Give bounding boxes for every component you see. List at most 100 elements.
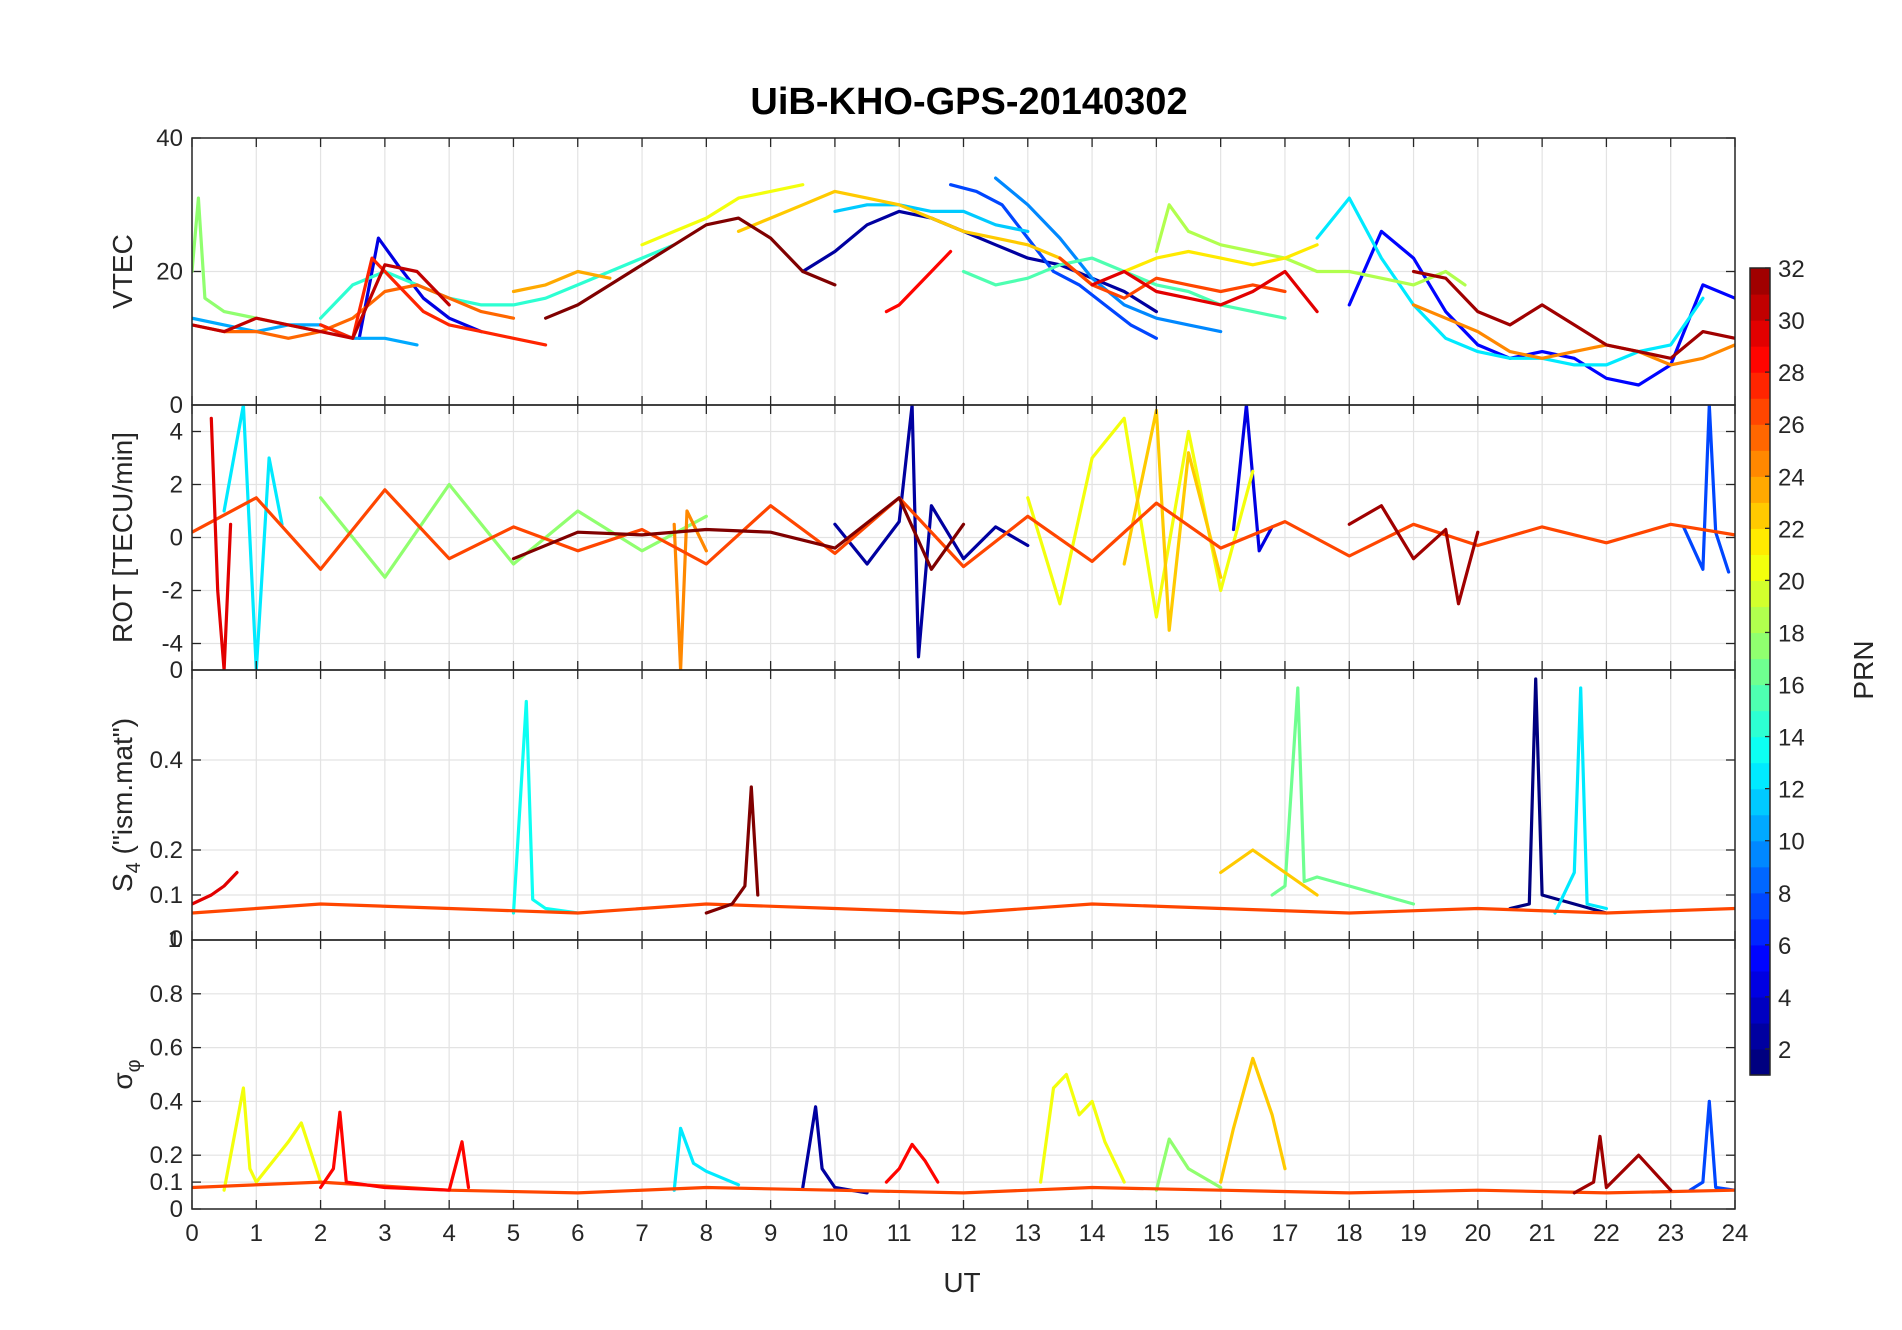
series-line-prn-31 bbox=[1572, 1134, 1673, 1195]
series-line-prn-24 bbox=[1411, 303, 1735, 367]
x-tick-label: 23 bbox=[1657, 1220, 1684, 1247]
series-line-prn-26 bbox=[1058, 256, 1287, 300]
colorbar-tick-label: 20 bbox=[1778, 568, 1805, 595]
series-line-prn-10 bbox=[192, 316, 419, 347]
colorbar-tick-label: 16 bbox=[1778, 673, 1805, 700]
colorbar-segment bbox=[1750, 736, 1770, 764]
colorbar-segment bbox=[1750, 268, 1770, 295]
series-group bbox=[192, 176, 1735, 387]
series-line-prn-11 bbox=[833, 203, 1030, 233]
series-line-prn-32 bbox=[511, 496, 966, 571]
colorbar-segment bbox=[1750, 398, 1770, 425]
colorbar-segment bbox=[1750, 866, 1770, 894]
colorbar-segment bbox=[1750, 1048, 1770, 1076]
series-line-prn-32 bbox=[543, 216, 837, 320]
series-line-prn-28 bbox=[319, 1110, 471, 1192]
series-line-prn-29 bbox=[1090, 269, 1319, 314]
colorbar-segment bbox=[1750, 944, 1770, 972]
x-tick-label: 18 bbox=[1336, 1220, 1363, 1247]
y-tick-label: 0.1 bbox=[150, 882, 183, 909]
panel-sigma-phi: 00.10.2 0.4 0.6 0.8 σφ bbox=[107, 939, 1736, 1223]
x-tick-label: 14 bbox=[1079, 1220, 1106, 1247]
x-tick-label: 12 bbox=[950, 1220, 977, 1247]
colorbar-segment bbox=[1750, 710, 1770, 738]
y-tick-label-boundary: 1 bbox=[168, 926, 181, 953]
series-line-prn-13 bbox=[511, 699, 580, 915]
y-axis-label-s4: S4 ("ism.mat") bbox=[107, 718, 145, 892]
colorbar-tick-label: 26 bbox=[1778, 412, 1805, 439]
series-line-prn-2 bbox=[801, 209, 1159, 314]
x-tick-label: 13 bbox=[1014, 1220, 1041, 1247]
series-group bbox=[192, 1056, 1735, 1195]
series-line-prn-32 bbox=[704, 785, 760, 915]
series-line-prn-1 bbox=[1508, 677, 1609, 915]
colorbar-segment bbox=[1750, 502, 1770, 529]
series-line-prn-29 bbox=[192, 870, 239, 906]
y-axis-label-rot: ROT [TECU/min] bbox=[107, 432, 138, 643]
x-tick-label: 8 bbox=[700, 1220, 713, 1247]
y-tick-label: 0.2 bbox=[150, 1142, 183, 1169]
y-tick-label: 40 bbox=[156, 125, 183, 152]
series-line-prn-26 bbox=[192, 488, 1735, 571]
panel-vtec: 20 40 0 VTEC bbox=[107, 125, 1736, 419]
series-line-prn-20 bbox=[1038, 1072, 1126, 1184]
series-line-prn-29 bbox=[209, 416, 233, 670]
x-tick-label: 11 bbox=[887, 1220, 912, 1247]
x-tick-label: 3 bbox=[378, 1220, 391, 1247]
x-tick-label: 5 bbox=[507, 1220, 520, 1247]
colorbar-segment bbox=[1750, 1022, 1770, 1050]
y-tick-label: 20 bbox=[156, 259, 183, 286]
series-line-prn-18 bbox=[1154, 203, 1467, 287]
series-line-prn-22 bbox=[1219, 1056, 1287, 1184]
y-tick-label: 0 bbox=[170, 525, 183, 552]
colorbar-segment bbox=[1750, 372, 1770, 399]
colorbar-segment bbox=[1750, 632, 1770, 660]
x-tick-label: 1 bbox=[250, 1220, 263, 1247]
series-line-prn-31 bbox=[1411, 269, 1735, 360]
x-tick-label: 24 bbox=[1722, 1220, 1749, 1247]
colorbar-tick-label: 2 bbox=[1778, 1037, 1791, 1064]
y-tick-label: -2 bbox=[162, 578, 183, 605]
series-group bbox=[192, 677, 1735, 915]
colorbar-label: PRN bbox=[1848, 640, 1879, 699]
panel-rot: -4 -2 0 2 4 0 ROT [TECU/min] bbox=[107, 404, 1736, 684]
colorbar-tick-label: 8 bbox=[1778, 881, 1791, 908]
x-tick-label: 4 bbox=[442, 1220, 455, 1247]
series-line-prn-27 bbox=[319, 256, 548, 347]
colorbar-tick-label: 12 bbox=[1778, 777, 1805, 804]
panel-s4: 0.1 0.2 0.4 01 S4 ("ism.mat") bbox=[107, 669, 1736, 953]
colorbar-segment bbox=[1750, 814, 1770, 842]
colorbar-segment bbox=[1750, 892, 1770, 920]
series-line-prn-25 bbox=[192, 283, 516, 340]
colorbar-segment bbox=[1750, 450, 1770, 477]
series-line-prn-21 bbox=[1122, 243, 1319, 274]
series-line-prn-7 bbox=[948, 183, 1159, 340]
x-tick-label: 20 bbox=[1464, 1220, 1491, 1247]
colorbar-segment bbox=[1750, 996, 1770, 1024]
y-tick-label-boundary: 0 bbox=[170, 657, 183, 684]
colorbar-segment bbox=[1750, 294, 1770, 321]
x-tick-label: 6 bbox=[571, 1220, 584, 1247]
series-line-prn-20 bbox=[640, 183, 805, 247]
colorbar-tick-label: 10 bbox=[1778, 829, 1805, 856]
series-line-prn-4 bbox=[357, 236, 483, 340]
y-tick-label-boundary: 0 bbox=[170, 926, 183, 953]
colorbar-segment bbox=[1750, 970, 1770, 998]
colorbar-segment bbox=[1750, 918, 1770, 946]
series-line-prn-12 bbox=[222, 405, 284, 670]
series-line-prn-17 bbox=[319, 482, 708, 579]
colorbar-segment bbox=[1750, 684, 1770, 712]
chart-title: UiB-KHO-GPS-20140302 bbox=[750, 81, 1187, 123]
series-line-prn-28 bbox=[884, 1142, 940, 1184]
y-tick-label: 0.2 bbox=[150, 837, 183, 864]
series-line-prn-7 bbox=[1688, 1099, 1735, 1192]
y-tick-label: 4 bbox=[170, 419, 183, 446]
y-axis-label-vtec: VTEC bbox=[107, 234, 138, 309]
colorbar-tick-label: 18 bbox=[1778, 620, 1805, 647]
colorbar-segment bbox=[1750, 554, 1770, 581]
colorbar-segment bbox=[1750, 424, 1770, 451]
x-axis: 0 1 2 3 4 5 6 7 8 9 10 11 12 13 14 15 16 17 18 19 20 21 22 23 24 bbox=[185, 1220, 1748, 1247]
colorbar-tick-label: 4 bbox=[1778, 985, 1791, 1012]
x-tick-label: 21 bbox=[1529, 1220, 1556, 1247]
colorbar-segment bbox=[1750, 528, 1770, 555]
